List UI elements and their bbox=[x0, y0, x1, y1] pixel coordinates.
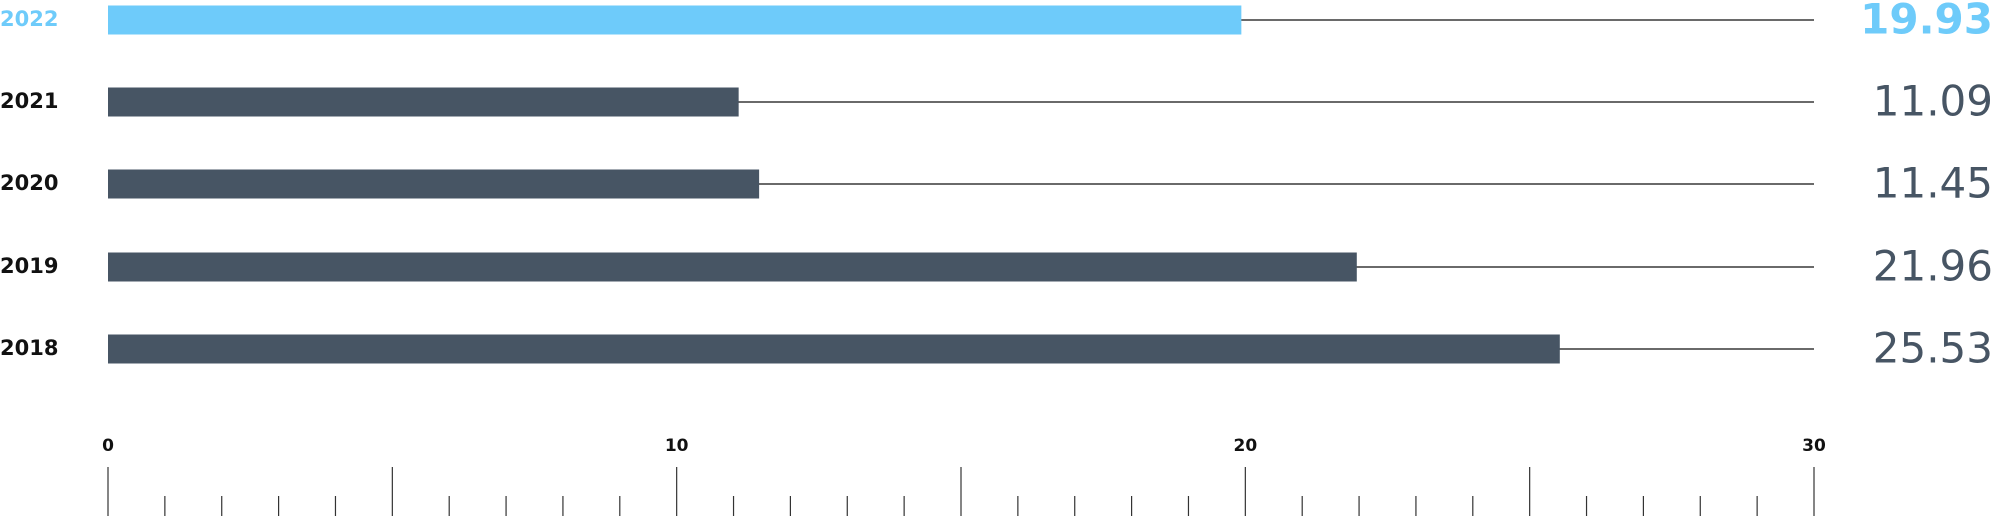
year-label: 2019 bbox=[0, 254, 58, 278]
value-label: 25.53 bbox=[1873, 324, 1993, 373]
x-tick-label: 0 bbox=[102, 436, 114, 456]
value-label: 19.93 bbox=[1860, 0, 1993, 44]
bar bbox=[108, 252, 1357, 282]
year-label: 2021 bbox=[0, 89, 58, 113]
value-label: 11.09 bbox=[1873, 77, 1993, 126]
year-label: 2018 bbox=[0, 336, 58, 360]
x-tick-label: 20 bbox=[1233, 436, 1257, 456]
value-label: 21.96 bbox=[1873, 242, 1993, 291]
year-label: 2020 bbox=[0, 171, 58, 195]
x-tick-label: 10 bbox=[665, 436, 689, 456]
year-label: 2022 bbox=[0, 7, 58, 31]
bar bbox=[108, 169, 760, 199]
bar bbox=[108, 87, 739, 117]
value-label: 11.45 bbox=[1873, 159, 1993, 208]
bar bbox=[108, 5, 1242, 35]
x-tick-label: 30 bbox=[1802, 436, 1826, 456]
bar bbox=[108, 334, 1560, 364]
